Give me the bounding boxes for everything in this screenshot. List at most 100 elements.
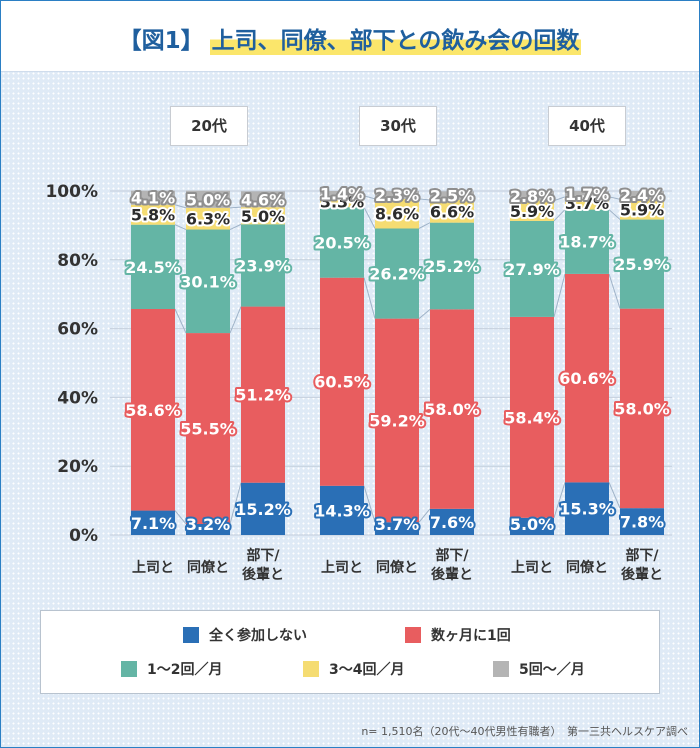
stacked-bar-chart: 0% 20% 40% 60% 80% 100% 7.1% 58.6% 24.5% 5.8%4.1…: [45, 182, 672, 583]
legend-item-monthly-few: 数ヶ月に1回: [405, 625, 511, 645]
category-label: 同僚と: [376, 559, 418, 576]
series-connector-line: [553, 209, 566, 222]
series-connector-line: [363, 195, 376, 200]
group-label-40s: 40代: [548, 106, 626, 146]
bar-segment: [620, 199, 664, 220]
bar-value-label: 8.6%: [375, 205, 419, 224]
bar-segment: [565, 191, 609, 197]
bar-segment: [241, 224, 285, 307]
chart-title: 【図1】 上司、同僚、部下との飲み会の回数: [1, 21, 699, 55]
bar-value-label: 27.9%: [504, 260, 560, 279]
bar-value-label: 51.2%: [235, 386, 291, 405]
series-connector-line: [608, 482, 621, 509]
bar-value-label: 24.5%: [125, 258, 181, 277]
bar-segment: [131, 204, 175, 225]
bar-value-label: 5.8%: [131, 206, 175, 225]
category-label: 上司と: [321, 560, 363, 576]
legend-item-five-plus: 5回〜／月: [493, 659, 585, 679]
bar-value-label: 18.7%: [559, 233, 615, 252]
bar-value-label: 3.7%: [565, 194, 609, 213]
bar-segment: [241, 306, 285, 483]
bar-value-label: 55.5%: [180, 420, 236, 439]
series-connector-line: [608, 209, 621, 220]
bar-segment: [241, 191, 285, 208]
bar-segment: [510, 200, 554, 221]
legend-item-three-four: 3〜4回／月: [303, 659, 404, 679]
bar-segment: [565, 209, 609, 274]
series-connector-line: [229, 223, 242, 230]
legend-swatch-none: [183, 627, 199, 643]
bar-segment: [320, 195, 364, 208]
bar-segment: [131, 224, 175, 309]
bar-segment: [320, 191, 364, 196]
group-label-30s: 30代: [359, 106, 437, 146]
bar-value-label: 5.0%: [186, 190, 230, 209]
bar-segment: [320, 485, 364, 535]
series-connector-line: [363, 485, 376, 523]
series-connector-line: [174, 308, 187, 334]
bar-segment: [241, 482, 285, 535]
category-label: 部下/: [625, 547, 659, 564]
bar-value-label: 60.5%: [314, 373, 370, 392]
bar-value-label: 5.9%: [620, 200, 664, 219]
bar-value-label: 2.8%: [510, 187, 554, 206]
bar-value-label: 6.3%: [186, 210, 230, 229]
bar-value-label: 2.5%: [430, 187, 474, 206]
bar-value-label: 2.3%: [375, 186, 419, 205]
legend-item-one-two: 1〜2回／月: [121, 659, 222, 679]
y-tick-label: 80%: [57, 251, 98, 271]
bar-value-label: 20.5%: [314, 233, 370, 252]
title-prefix: 【図1】: [118, 28, 204, 54]
bar-segment: [241, 207, 285, 225]
bar-segment: [131, 510, 175, 535]
bar-value-label: 15.2%: [235, 500, 291, 519]
category-label: 部下/: [246, 547, 280, 564]
category-label: 後輩と: [242, 566, 284, 583]
bar-segment: [620, 191, 664, 200]
series-connector-line: [229, 206, 242, 209]
bar-segment: [430, 199, 474, 223]
legend-label-three-four: 3〜4回／月: [329, 662, 405, 678]
group-label-20s: 20代: [170, 106, 248, 146]
bar-value-label: 59.2%: [369, 411, 425, 430]
footnote: n= 1,510名（20代〜40代男性有職者） 第一三共ヘルスケア調べ: [361, 725, 688, 738]
bar-value-label: 3.3%: [320, 192, 364, 211]
bar-segment: [565, 482, 609, 535]
bar-value-label: 3.2%: [186, 515, 230, 534]
bar-segment: [375, 198, 419, 229]
bar-value-label: 58.6%: [125, 401, 181, 420]
series-connector-line: [608, 196, 621, 200]
bar-value-label: 1.4%: [320, 184, 364, 203]
bar-segment: [186, 190, 230, 208]
bar-segment: [620, 219, 664, 309]
series-connector-line: [553, 196, 566, 202]
bar-value-label: 5.0%: [241, 207, 285, 226]
series-connector-line: [418, 508, 431, 523]
series-connector-line: [553, 482, 566, 518]
bar-segment: [430, 191, 474, 200]
bar-segment: [510, 191, 554, 201]
legend-label-monthly-few: 数ヶ月に1回: [431, 628, 511, 644]
series-connector-line: [229, 482, 242, 525]
bar-segment: [320, 207, 364, 278]
bar-segment: [375, 522, 419, 535]
bar-value-label: 7.6%: [430, 513, 474, 532]
bar-segment: [375, 191, 419, 199]
bar-segment: [510, 517, 554, 535]
bar-value-label: 25.2%: [424, 257, 480, 276]
legend-label-none: 全く参加しない: [209, 628, 307, 644]
bar-segment: [565, 196, 609, 210]
series-connector-line: [608, 273, 621, 309]
series-connector-line: [553, 273, 566, 318]
y-tick-label: 40%: [57, 388, 98, 408]
y-tick-label: 60%: [57, 320, 98, 340]
bar-segment: [186, 333, 230, 524]
series-connector-line: [363, 277, 376, 319]
y-tick-label: 0%: [69, 526, 98, 546]
bar-value-label: 5.9%: [510, 202, 554, 221]
bar-value-label: 26.2%: [369, 265, 425, 284]
series-connector-line: [363, 206, 376, 229]
bar-value-label: 4.6%: [241, 190, 285, 209]
legend-item-none: 全く参加しない: [183, 625, 307, 645]
y-tick-label: 20%: [57, 457, 98, 477]
